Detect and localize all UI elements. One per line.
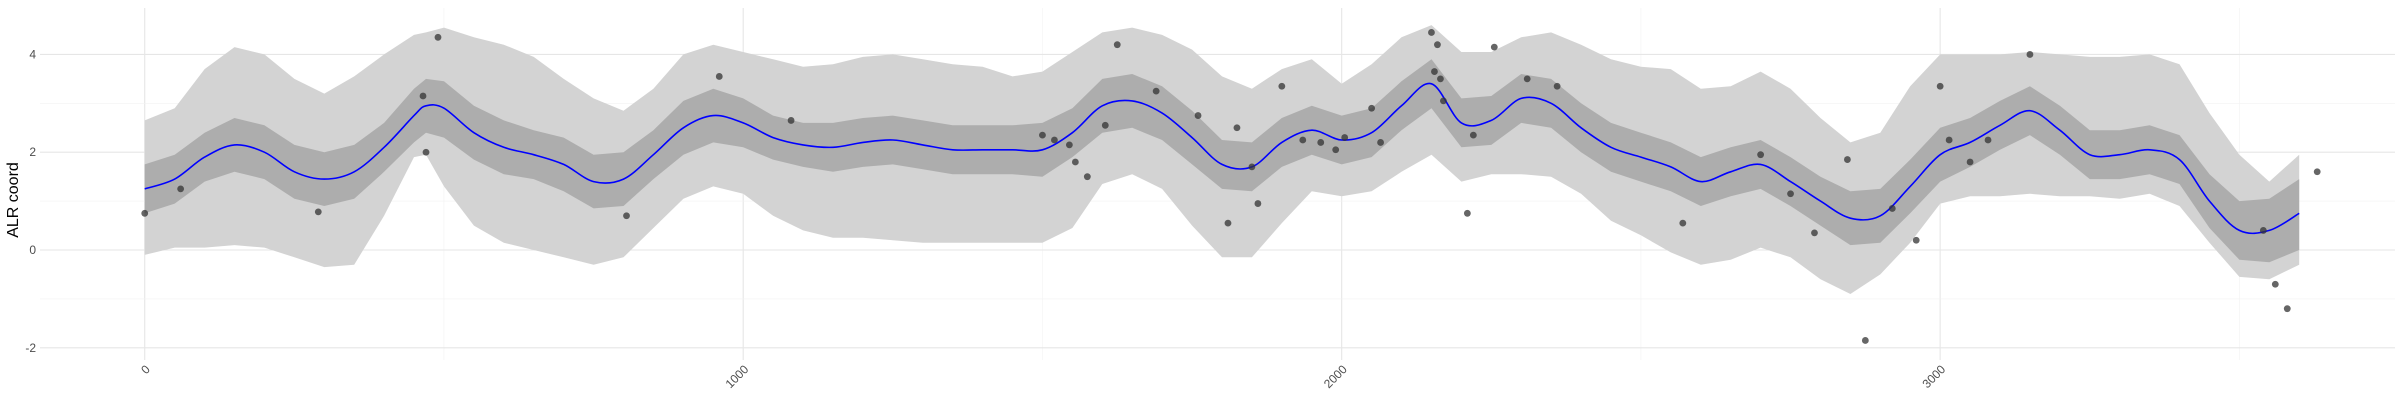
- data-point: [1966, 158, 1974, 166]
- data-point: [1368, 104, 1376, 112]
- data-point: [1101, 121, 1109, 129]
- data-point: [1248, 163, 1256, 171]
- smooth-line: [144, 82, 2300, 235]
- data-point: [1071, 158, 1079, 166]
- data-point: [1278, 82, 1286, 90]
- data-point: [1428, 29, 1435, 36]
- data-point: [1233, 124, 1241, 132]
- data-point: [787, 117, 795, 124]
- data-point: [1113, 41, 1121, 49]
- data-point: [1341, 134, 1349, 141]
- data-point: [715, 73, 723, 80]
- data-point: [1224, 219, 1232, 227]
- data-point: [1254, 200, 1262, 207]
- y-tick-label: -2: [25, 341, 36, 355]
- data-point: [1945, 136, 1953, 144]
- data-point: [1440, 97, 1447, 105]
- y-tick-label: 4: [29, 47, 36, 61]
- data-point: [623, 212, 630, 220]
- data-point: [1912, 236, 1920, 244]
- y-tick-label: 0: [29, 243, 36, 257]
- data-point: [1437, 75, 1444, 83]
- data-point: [1469, 131, 1477, 139]
- data-point: [1936, 82, 1944, 90]
- data-point: [1490, 43, 1498, 51]
- y-axis-label: ALR coord: [5, 162, 22, 238]
- data-point: [2271, 280, 2279, 288]
- data-points: [141, 29, 2321, 344]
- data-point: [1377, 139, 1384, 146]
- data-point: [1152, 87, 1160, 95]
- data-point: [1083, 173, 1091, 181]
- data-point: [1811, 229, 1818, 237]
- data-point: [1888, 205, 1896, 212]
- data-point: [1299, 136, 1307, 144]
- data-point: [141, 209, 149, 217]
- data-point: [1757, 151, 1765, 159]
- data-point: [1553, 82, 1561, 90]
- y-axis-ticks: -2 0 2 4: [25, 47, 36, 354]
- data-point: [2026, 51, 2034, 58]
- data-point: [1523, 75, 1531, 83]
- series-line: [144, 82, 2300, 235]
- data-point: [1065, 141, 1073, 149]
- data-point: [434, 33, 442, 41]
- y-tick-label: 2: [29, 145, 36, 159]
- data-point: [1434, 41, 1441, 49]
- data-point: [1317, 139, 1325, 146]
- data-point: [1679, 219, 1687, 227]
- data-point: [422, 148, 430, 156]
- data-point: [1861, 337, 1869, 344]
- ribbon-inner-area: [144, 59, 2300, 263]
- confidence-ribbon-inner: [144, 59, 2300, 263]
- data-point: [1039, 131, 1046, 139]
- data-point: [2259, 227, 2267, 234]
- data-point: [177, 185, 185, 193]
- data-point: [1843, 156, 1851, 163]
- data-point: [1051, 136, 1058, 144]
- data-point: [314, 208, 322, 216]
- data-point: [1332, 146, 1340, 154]
- data-point: [1984, 136, 1992, 144]
- data-point: [419, 92, 427, 100]
- data-point: [1787, 190, 1794, 198]
- data-point: [1431, 68, 1438, 75]
- data-point: [1463, 209, 1471, 217]
- data-point: [1194, 112, 1202, 119]
- data-point: [2313, 168, 2321, 176]
- data-point: [2283, 305, 2291, 313]
